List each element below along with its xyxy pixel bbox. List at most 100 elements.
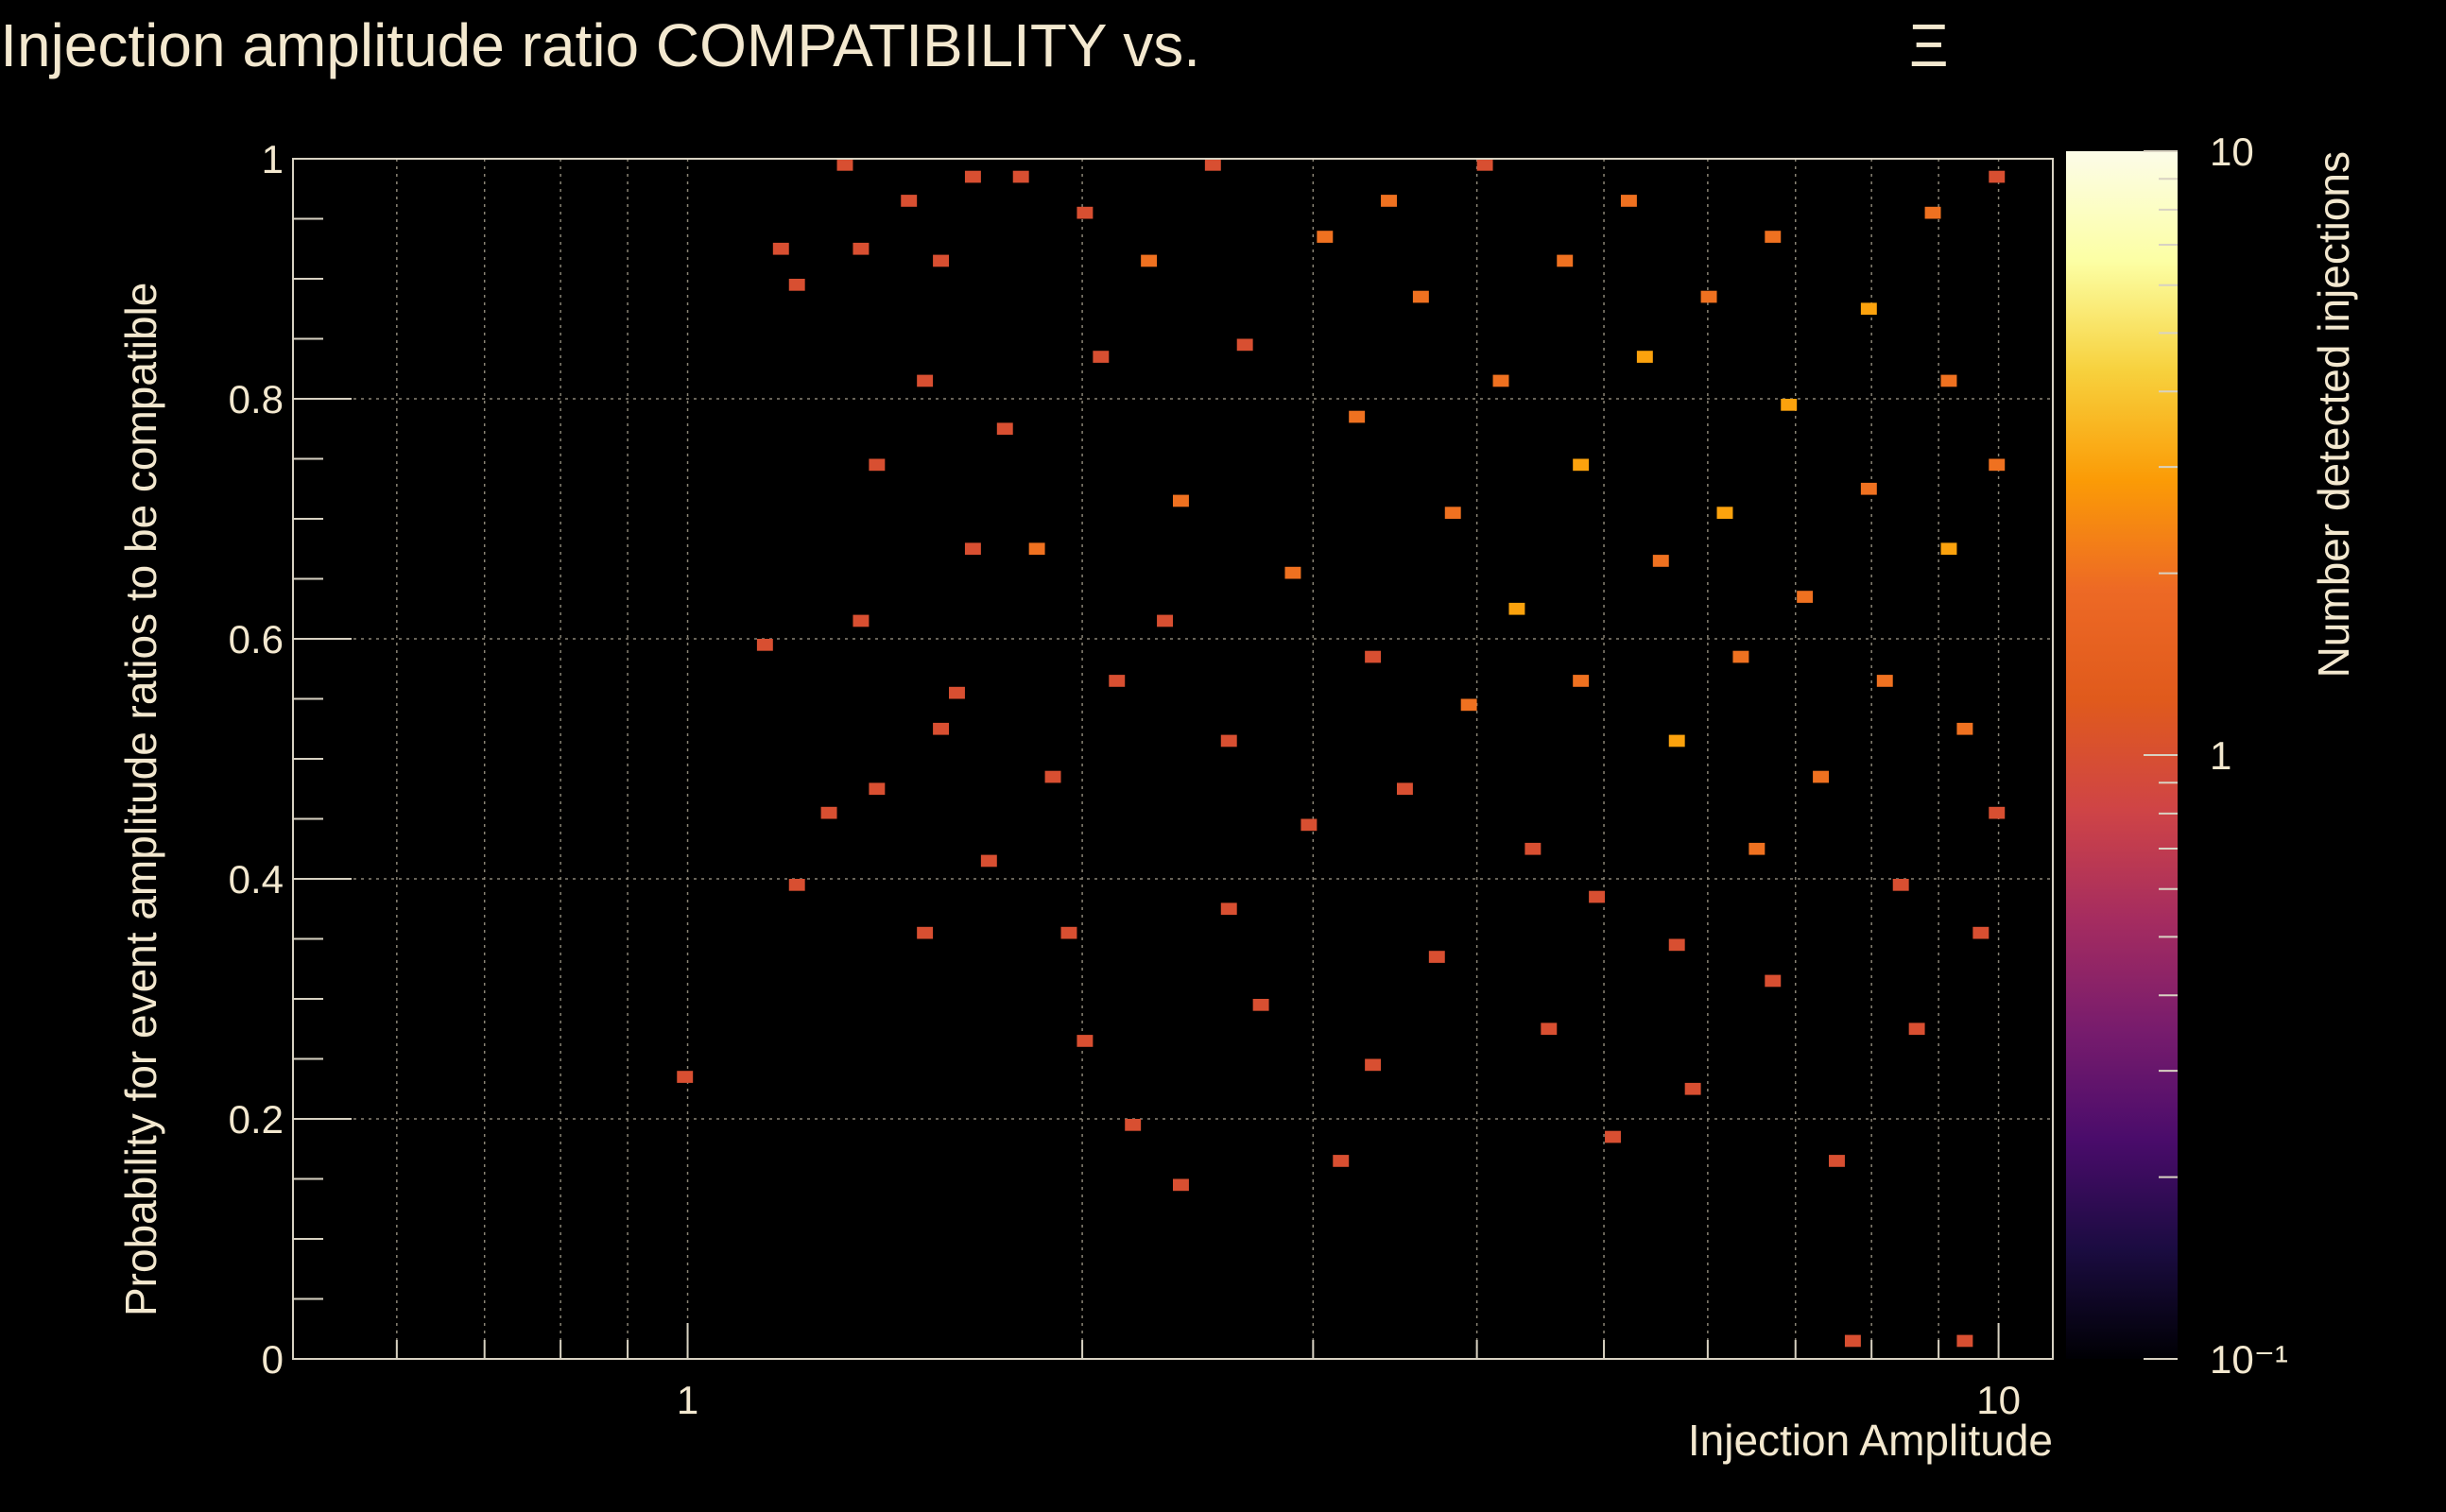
heatmap-cell [1060, 926, 1077, 939]
heatmap-cell [964, 542, 981, 556]
heatmap-cell [853, 242, 870, 255]
heatmap-cell [917, 374, 934, 387]
heatmap-cell [1765, 974, 1782, 988]
heatmap-cell [1684, 1082, 1701, 1095]
heatmap-cell [1573, 675, 1590, 687]
heatmap-cell [1829, 1155, 1845, 1167]
heatmap-cell [788, 879, 805, 891]
heatmap-cell [1972, 926, 1990, 939]
heatmap-cell [1252, 999, 1269, 1011]
heatmap-cell [1028, 542, 1045, 556]
heatmap-cell [1301, 818, 1318, 832]
heatmap-cell [1668, 734, 1685, 747]
heatmap-cell [869, 458, 886, 472]
heatmap-cell [1956, 1334, 1973, 1348]
chart-title-symbol: Ξ [1909, 11, 1949, 79]
heatmap-cell [1428, 951, 1445, 963]
colorbar-tick-label: 1 [2210, 733, 2231, 778]
heatmap-cell [996, 422, 1013, 436]
colorbar-ticks: 10 1 10⁻¹ [2144, 129, 2288, 1382]
chart-title: Injection amplitude ratio COMPATIBILITY … [0, 11, 1200, 79]
heatmap-cell [1157, 614, 1173, 627]
heatmap-cell [772, 242, 789, 255]
heatmap-cell [1220, 734, 1237, 747]
heatmap-cell [1605, 1130, 1621, 1143]
heatmap-cell [1204, 159, 1221, 171]
heatmap-cell [1908, 1022, 1925, 1036]
x-axis-ticks: 1 10 [292, 1323, 2021, 1422]
heatmap-cell [1892, 879, 1909, 891]
heatmap-cell [901, 195, 918, 207]
heatmap-cell [1444, 507, 1461, 519]
heatmap-cell [836, 159, 853, 171]
heatmap-cell [1476, 159, 1493, 171]
heatmap-cell [980, 854, 997, 868]
heatmap-cell [1860, 302, 1877, 316]
heatmap-cell [1109, 675, 1126, 687]
heatmap-cell [1989, 806, 2006, 819]
y-axis-title: Probability for event amplitude ratios t… [116, 283, 165, 1316]
heatmap-cell [1492, 374, 1509, 387]
heatmap-cell [1732, 650, 1749, 663]
y-tick-label: 0.6 [229, 617, 284, 662]
heatmap-cell [933, 254, 950, 267]
heatmap-cell [1012, 170, 1029, 183]
heatmap-cell [1876, 675, 1893, 687]
heatmap-cell [1077, 1035, 1094, 1047]
heatmap-cell [1141, 254, 1158, 267]
heatmap-cell [1989, 170, 2006, 183]
heatmap-cell [1636, 351, 1653, 363]
heatmap-cell [1860, 482, 1877, 495]
heatmap-cell [949, 686, 965, 699]
heatmap-cell [1365, 650, 1382, 663]
y-axis-ticks: 0 0.2 0.4 0.6 0.8 1 [229, 137, 352, 1382]
heatmap-cell [1765, 231, 1782, 243]
heatmap-cell [1844, 1334, 1861, 1348]
heatmap-cell [1317, 231, 1334, 243]
heatmap-cell [853, 614, 870, 627]
heatmap-cell [1652, 555, 1669, 567]
heatmap-cell [964, 170, 981, 183]
heatmap-cell [933, 722, 950, 735]
heatmap-cell [1333, 1155, 1350, 1167]
heatmap-cell [1541, 1022, 1558, 1036]
heatmap-cell [1220, 902, 1237, 916]
heatmap-cell [1077, 206, 1094, 219]
heatmap-cell [1748, 842, 1766, 855]
heatmap-cell [1173, 494, 1189, 507]
heatmap-cell [1093, 351, 1110, 363]
heatmap-cell [1700, 290, 1717, 303]
heatmap-cell [869, 782, 886, 796]
heatmap-cell [1557, 254, 1574, 267]
colorbar-title: Number detected injections [2309, 151, 2358, 678]
heatmap-cell [1716, 507, 1733, 519]
colorbar-tick-label: 10 [2210, 129, 2254, 174]
heatmap-cell [1365, 1058, 1382, 1072]
heatmap-cell [1940, 374, 1957, 387]
heatmap-cell [1508, 602, 1525, 615]
y-tick-label: 0.8 [229, 377, 284, 421]
heatmap-cell [1668, 938, 1685, 952]
heatmap-cell [1813, 770, 1830, 783]
heatmap-cell [788, 279, 805, 291]
heatmap-cell [1460, 698, 1477, 712]
colorbar-tick-label: 10⁻¹ [2210, 1337, 2288, 1382]
heatmap-cell [1989, 458, 2006, 472]
y-tick-label: 1 [262, 137, 284, 181]
heatmap-cell [1589, 890, 1606, 903]
heatmap-cell [1044, 770, 1061, 783]
heatmap-cell [1284, 566, 1301, 579]
x-tick-label: 10 [1976, 1378, 2021, 1422]
heatmap-cell [1349, 410, 1366, 423]
heatmap-cell [1524, 842, 1542, 855]
y-tick-label: 0 [262, 1337, 284, 1382]
x-tick-label: 1 [677, 1378, 698, 1422]
heatmap-cell [917, 926, 934, 939]
heatmap-cell [1381, 195, 1397, 207]
heatmap-cell [1396, 782, 1413, 796]
heatmap-cell [820, 806, 837, 819]
x-axis-title: Injection Amplitude [1688, 1416, 2053, 1465]
heatmap-cell [677, 1071, 694, 1083]
heatmap-cell [1412, 290, 1429, 303]
